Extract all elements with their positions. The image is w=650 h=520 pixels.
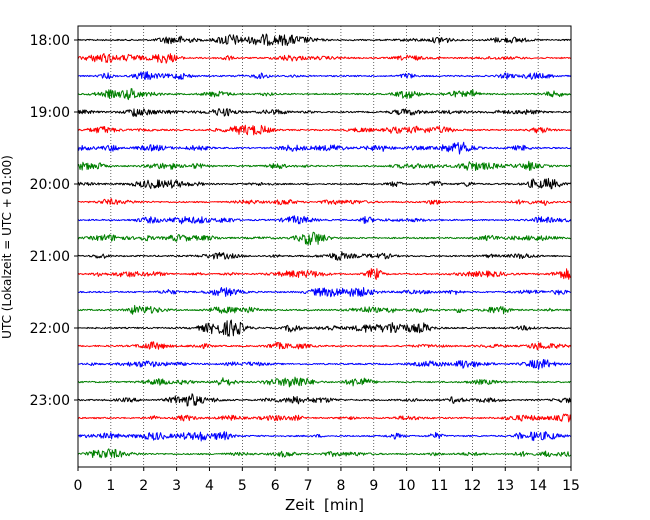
- x-tick-label: 15: [562, 478, 580, 494]
- x-tick-label: 9: [369, 478, 378, 494]
- trace-line: [77, 33, 572, 47]
- y-tick-label: 18:00: [30, 33, 70, 49]
- trace-line: [77, 251, 571, 261]
- trace-line: [77, 319, 571, 337]
- trace-line: [77, 304, 572, 315]
- trace-line: [77, 376, 571, 388]
- vertical-grid-lines: [110, 26, 539, 467]
- y-tick-label: 22:00: [30, 321, 70, 337]
- x-tick-label: 2: [139, 478, 148, 494]
- trace-line: [77, 268, 572, 280]
- y-axis-ticks: 18:00 19:00 20:00 21:00 22:00 23:00: [30, 33, 78, 409]
- trace-line: [77, 231, 572, 246]
- plot-frame: [77, 25, 572, 468]
- x-tick-label: 3: [172, 478, 181, 494]
- trace-line: [77, 287, 571, 298]
- x-tick-label: 8: [336, 478, 345, 494]
- trace-line: [77, 358, 572, 370]
- y-tick-label: 20:00: [30, 177, 70, 193]
- trace-line: [77, 448, 572, 459]
- trace-line: [77, 393, 572, 407]
- trace-line: [77, 108, 572, 118]
- trace-line: [77, 431, 572, 442]
- y-tick-label: 19:00: [30, 105, 70, 121]
- y-tick-label: 21:00: [30, 249, 70, 265]
- x-axis-ticks: 0 1 2 3 4 5 6 7 8 9 10 11 12 13 14 15: [74, 467, 580, 494]
- x-tick-label: 12: [463, 478, 481, 494]
- x-tick-label: 1: [106, 478, 115, 494]
- trace-line: [77, 177, 572, 190]
- x-tick-label: 11: [431, 478, 449, 494]
- trace-line: [77, 341, 572, 351]
- x-tick-label: 14: [529, 478, 547, 494]
- trace-line: [77, 52, 572, 64]
- x-tick-label: 13: [496, 478, 514, 494]
- trace-line: [77, 88, 572, 101]
- x-tick-label: 5: [238, 478, 247, 494]
- trace-line: [77, 71, 572, 81]
- trace-line: [77, 124, 571, 136]
- trace-line: [77, 215, 572, 225]
- seismic-traces: [77, 33, 572, 459]
- x-tick-label: 10: [398, 478, 416, 494]
- y-tick-label: 23:00: [30, 393, 70, 409]
- x-tick-label: 7: [304, 478, 313, 494]
- trace-line: [77, 141, 572, 155]
- trace-line: [78, 413, 572, 423]
- trace-line: [77, 198, 572, 206]
- x-tick-label: 6: [271, 478, 280, 494]
- x-tick-label: 0: [74, 478, 83, 494]
- x-tick-label: 4: [205, 478, 214, 494]
- y-axis-title: UTC (Lokalzeit = UTC + 01:00): [0, 155, 14, 339]
- trace-line: [77, 160, 572, 171]
- x-axis-title: Zeit [min]: [285, 496, 364, 514]
